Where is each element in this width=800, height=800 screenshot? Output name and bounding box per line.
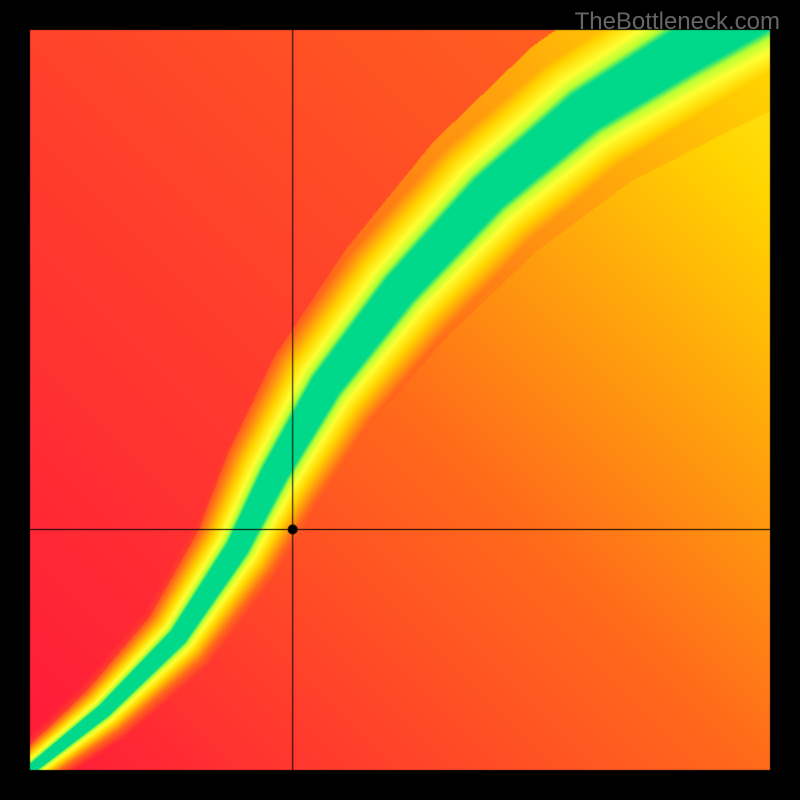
heatmap-canvas xyxy=(0,0,800,800)
chart-container: TheBottleneck.com xyxy=(0,0,800,800)
watermark-text: TheBottleneck.com xyxy=(575,8,780,36)
